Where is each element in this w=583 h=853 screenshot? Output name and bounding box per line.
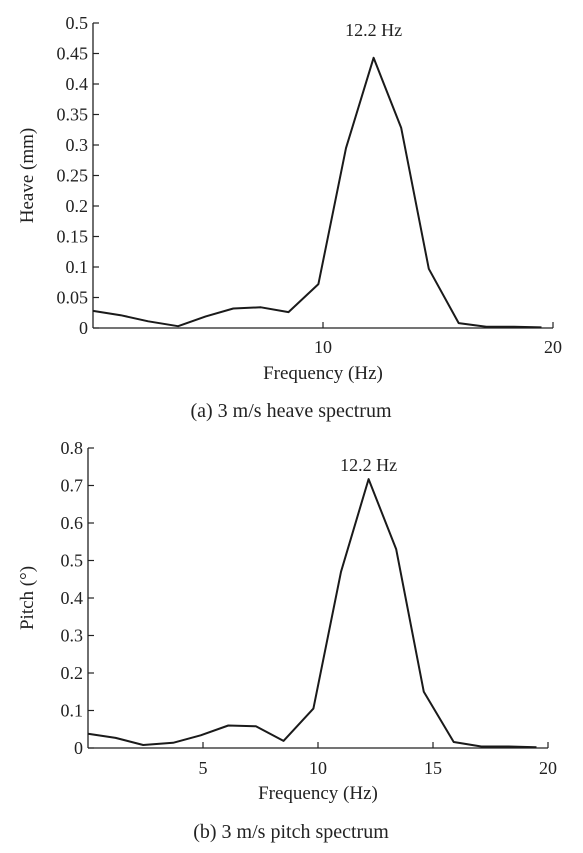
- x-tick-label: 20: [539, 758, 557, 778]
- y-tick-label: 0: [79, 318, 88, 338]
- y-tick-label: 0.5: [66, 13, 89, 33]
- y-tick-label: 0.1: [61, 701, 84, 721]
- y-tick-label: 0.15: [57, 227, 89, 247]
- x-tick-label: 10: [314, 337, 332, 357]
- y-tick-label: 0.1: [66, 257, 89, 277]
- y-tick-label: 0.4: [61, 588, 84, 608]
- y-tick-label: 0.3: [61, 626, 84, 646]
- series-line: [87, 478, 537, 749]
- peak-annotation: 12.2 Hz: [345, 20, 402, 40]
- x-tick-label: 20: [544, 337, 562, 357]
- chart-caption: (a) 3 m/s heave spectrum: [190, 400, 391, 422]
- x-tick-label: 15: [424, 758, 442, 778]
- x-tick-label: 10: [309, 758, 327, 778]
- y-axis-label: Pitch (°): [17, 566, 38, 630]
- chart-caption: (b) 3 m/s pitch spectrum: [193, 821, 389, 843]
- peak-annotation: 12.2 Hz: [340, 455, 397, 475]
- y-tick-label: 0.2: [61, 663, 84, 683]
- y-axis-label: Heave (mm): [17, 128, 38, 223]
- y-tick-label: 0.5: [61, 551, 84, 571]
- pitch-spectrum-chart: 0 0.1 0.2 0.3 0.4 0.5 0.6 0.7 0.8 5 10 15 20 12.2 Hz F…: [17, 438, 557, 843]
- y-tick-label: 0.25: [57, 166, 89, 186]
- x-axis-label: Frequency (Hz): [263, 363, 383, 384]
- series-line: [92, 56, 542, 329]
- y-tick-label: 0.2: [66, 196, 89, 216]
- y-tick-label: 0.7: [61, 476, 84, 496]
- x-axis-label: Frequency (Hz): [258, 783, 378, 804]
- y-tick-label: 0.35: [57, 105, 89, 125]
- heave-spectrum-chart: 0 0.05 0.1 0.15 0.2 0.25 0.3 0.35 0.4 0.45 0.5 10 20…: [17, 13, 562, 422]
- y-tick-label: 0.4: [66, 74, 89, 94]
- y-tick-label: 0.05: [57, 288, 89, 308]
- y-tick-label: 0: [74, 738, 83, 758]
- y-tick-label: 0.6: [61, 513, 84, 533]
- y-tick-label: 0.3: [66, 135, 89, 155]
- y-tick-label: 0.45: [57, 44, 89, 64]
- y-tick-label: 0.8: [61, 438, 84, 458]
- x-tick-label: 5: [199, 758, 208, 778]
